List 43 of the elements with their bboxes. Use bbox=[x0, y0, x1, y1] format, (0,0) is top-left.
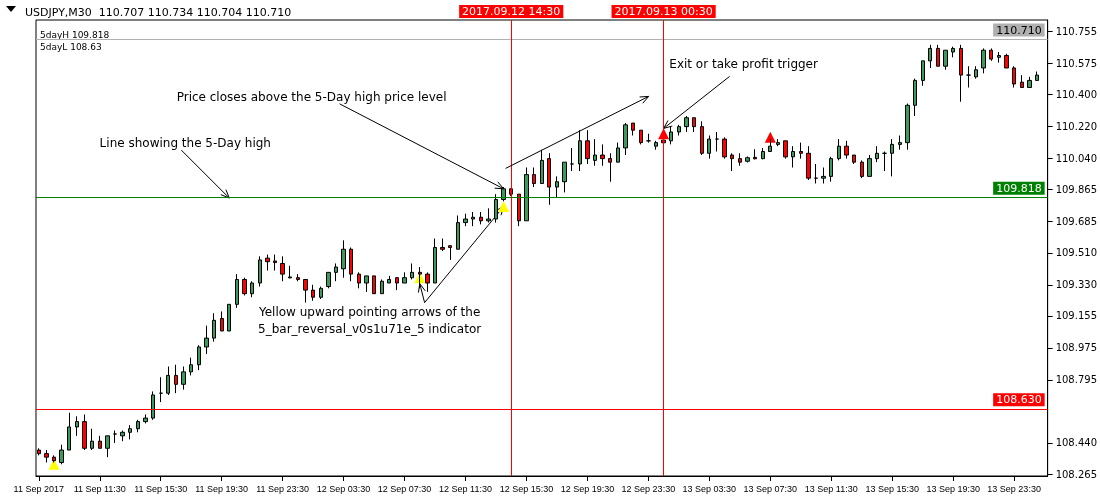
chart-title: USDJPY,M30 110.707 110.734 110.704 110.710 bbox=[25, 6, 292, 19]
y-tick-label: 110.220 bbox=[1055, 121, 1098, 133]
y-tick-label: 108.795 bbox=[1055, 374, 1098, 386]
annotation: Yellow upward pointing arrows of the 5_bar_reversal_v0s1u71e_5 indicator bbox=[257, 305, 482, 337]
ref-line-label: 2017.09.13 00:30 bbox=[614, 5, 713, 18]
y-tick-label: 110.400 bbox=[1055, 89, 1098, 101]
x-tick-label: 11 Sep 11:30 bbox=[73, 483, 126, 494]
x-tick-label: 12 Sep 03:30 bbox=[316, 483, 371, 494]
y-tick-label: 108.975 bbox=[1055, 342, 1098, 354]
x-tick-label: 11 Sep 2017 bbox=[13, 483, 64, 494]
ref-line-label: 108.630 bbox=[996, 393, 1042, 407]
y-tick-label: 109.330 bbox=[1055, 279, 1098, 291]
y-tick-label: 109.510 bbox=[1055, 247, 1098, 259]
annotation: 5dayH 109.818 bbox=[40, 29, 110, 40]
y-tick-label: 110.755 bbox=[1055, 26, 1098, 38]
x-tick-label: 13 Sep 23:30 bbox=[987, 483, 1041, 494]
x-tick-label: 13 Sep 07:30 bbox=[743, 483, 798, 494]
y-tick-label: 110.575 bbox=[1055, 58, 1098, 70]
x-tick-label: 12 Sep 07:30 bbox=[377, 483, 432, 494]
x-tick-label: 13 Sep 03:30 bbox=[682, 483, 737, 494]
x-tick-label: 12 Sep 15:30 bbox=[499, 483, 554, 494]
ref-line-label: 2017.09.12 14:30 bbox=[462, 5, 561, 18]
y-tick-label: 108.265 bbox=[1055, 468, 1098, 480]
y-tick-label: 109.865 bbox=[1055, 184, 1098, 196]
x-tick-label: 12 Sep 19:30 bbox=[560, 483, 615, 494]
x-tick-label: 13 Sep 19:30 bbox=[926, 483, 980, 494]
x-tick-label: 11 Sep 15:30 bbox=[134, 483, 188, 494]
y-tick-label: 109.685 bbox=[1055, 216, 1098, 228]
x-tick-label: 12 Sep 23:30 bbox=[621, 483, 676, 494]
ref-line-label: 110.710 bbox=[996, 23, 1042, 37]
y-tick-label: 109.155 bbox=[1055, 310, 1098, 322]
annotation: Price closes above the 5-Day high price level bbox=[176, 89, 447, 104]
x-tick-label: 13 Sep 15:30 bbox=[865, 483, 919, 494]
ref-line-label: 109.818 bbox=[996, 181, 1042, 195]
x-tick-label: 11 Sep 23:30 bbox=[256, 483, 310, 494]
annotation: Line showing the 5-Day high bbox=[99, 136, 271, 151]
y-tick-label: 108.440 bbox=[1055, 437, 1098, 449]
annotation: Exit or take profit trigger bbox=[669, 57, 818, 72]
x-tick-label: 11 Sep 19:30 bbox=[195, 483, 249, 494]
y-tick-label: 110.040 bbox=[1055, 153, 1098, 165]
x-tick-label: 12 Sep 11:30 bbox=[439, 483, 492, 494]
x-tick-label: 13 Sep 11:30 bbox=[804, 483, 858, 494]
annotation: 5dayL 108.63 bbox=[40, 41, 102, 52]
